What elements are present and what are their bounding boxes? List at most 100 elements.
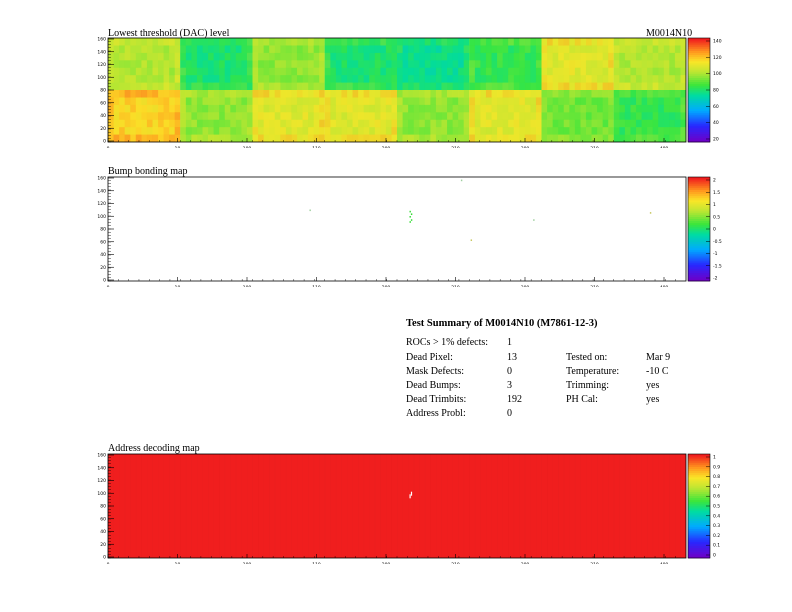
pixel-cell (497, 112, 503, 120)
pixel-cell (346, 104, 353, 113)
colorbar-cell (688, 245, 710, 249)
pixel-cell (246, 112, 253, 120)
pixel-cell (541, 60, 548, 68)
pixel-cell (502, 90, 509, 98)
z-tick-label: 0.5 (713, 214, 720, 220)
pixel-cell (563, 67, 570, 76)
column-stripe (574, 454, 576, 558)
pixel-cell (624, 104, 631, 113)
pixel-cell (585, 112, 592, 120)
pixel-cell (630, 38, 637, 46)
pixel-cell (119, 134, 125, 143)
pixel-cell (185, 127, 192, 135)
pixel-cell (119, 127, 125, 135)
pixel-cell (174, 60, 181, 68)
colorbar-cell (688, 73, 710, 76)
column-stripe (335, 454, 337, 558)
pixel-cell (541, 104, 548, 113)
pixel-cell (302, 134, 309, 143)
pixel-cell (524, 112, 531, 120)
address-probl-value: 0 (507, 408, 512, 419)
pixel-cell (513, 38, 520, 46)
pixel-cell (535, 52, 542, 61)
pixel-cell (285, 45, 292, 54)
pixel-cell (330, 60, 337, 68)
pixel-cell (591, 75, 598, 83)
pixel-cell (369, 38, 375, 46)
pixel-cell (113, 97, 120, 106)
pixel-cell (280, 90, 287, 98)
pixel-cell (369, 75, 375, 83)
pixel-cell (369, 97, 375, 106)
pixel-cell (452, 45, 459, 54)
z-tick-label: 0.8 (713, 474, 720, 480)
pixel-cell (163, 45, 170, 54)
pixel-cell (480, 134, 487, 143)
pixel-cell (513, 90, 520, 98)
pixel-cell (346, 38, 353, 46)
pixel-cell (224, 60, 231, 68)
pixel-cell (530, 82, 537, 91)
pixel-cell (558, 67, 564, 76)
pixel-cell (435, 134, 442, 143)
pixel-cell (597, 60, 603, 68)
y-tick-label: 40 (100, 529, 106, 535)
pixel-cell (274, 45, 281, 54)
pixel-cell (241, 60, 248, 68)
pixel-cell (491, 104, 498, 113)
pixel-cell (174, 97, 181, 106)
colorbar-cell (688, 125, 710, 128)
pixel-cell (430, 127, 437, 135)
colorbar-cell (688, 92, 710, 95)
pixel-cell (169, 112, 175, 120)
pixel-cell (558, 52, 564, 61)
pixel-cell (547, 119, 553, 128)
pixel-cell (308, 75, 314, 83)
column-stripe (280, 454, 281, 558)
pixel-cell (424, 38, 431, 46)
pixel-cell (591, 52, 598, 61)
column-stripe (369, 454, 370, 558)
pixel-cell (141, 67, 148, 76)
pixel-cell (169, 60, 175, 68)
pixel-cell (447, 97, 453, 106)
pixel-cell (535, 104, 542, 113)
pixel-cell (141, 104, 148, 113)
pixel-cell (402, 75, 409, 83)
pixel-cell (202, 127, 209, 135)
colorbar-cell (688, 179, 710, 182)
pixel-cell (669, 38, 676, 46)
pixel-cell (669, 112, 676, 120)
pixel-cell (408, 82, 414, 91)
pixel-cell (619, 38, 626, 46)
pixel-cell (485, 45, 492, 54)
pixel-cell (152, 90, 159, 98)
pixel-cell (552, 127, 559, 135)
y-tick-label: 100 (97, 214, 106, 220)
pixel-cell (119, 75, 125, 83)
pixel-cell (469, 97, 476, 106)
pixel-cell (641, 52, 648, 61)
pixel-cell (552, 67, 559, 76)
pixel-cell (580, 104, 587, 113)
pixel-cell (319, 90, 325, 98)
pixel-cell (547, 67, 553, 76)
pixel-cell (380, 112, 387, 120)
pixel-cell (647, 127, 653, 135)
pixel-cell (130, 97, 136, 106)
pixel-cell (641, 82, 648, 91)
pixel-cell (330, 104, 337, 113)
pixel-cell (580, 45, 587, 54)
pixel-cell (502, 119, 509, 128)
pixel-cell (374, 75, 381, 83)
y-tick-label: 0 (103, 278, 106, 284)
pixel-cell (413, 60, 420, 68)
pixel-cell (535, 112, 542, 120)
pixel-cell (658, 38, 664, 46)
pixel-cell (569, 104, 576, 113)
pixel-cell (441, 97, 448, 106)
column-stripe (413, 454, 415, 558)
pixel-cell (680, 82, 687, 91)
pixel-cell (597, 38, 603, 46)
pixel-cell (663, 90, 670, 98)
